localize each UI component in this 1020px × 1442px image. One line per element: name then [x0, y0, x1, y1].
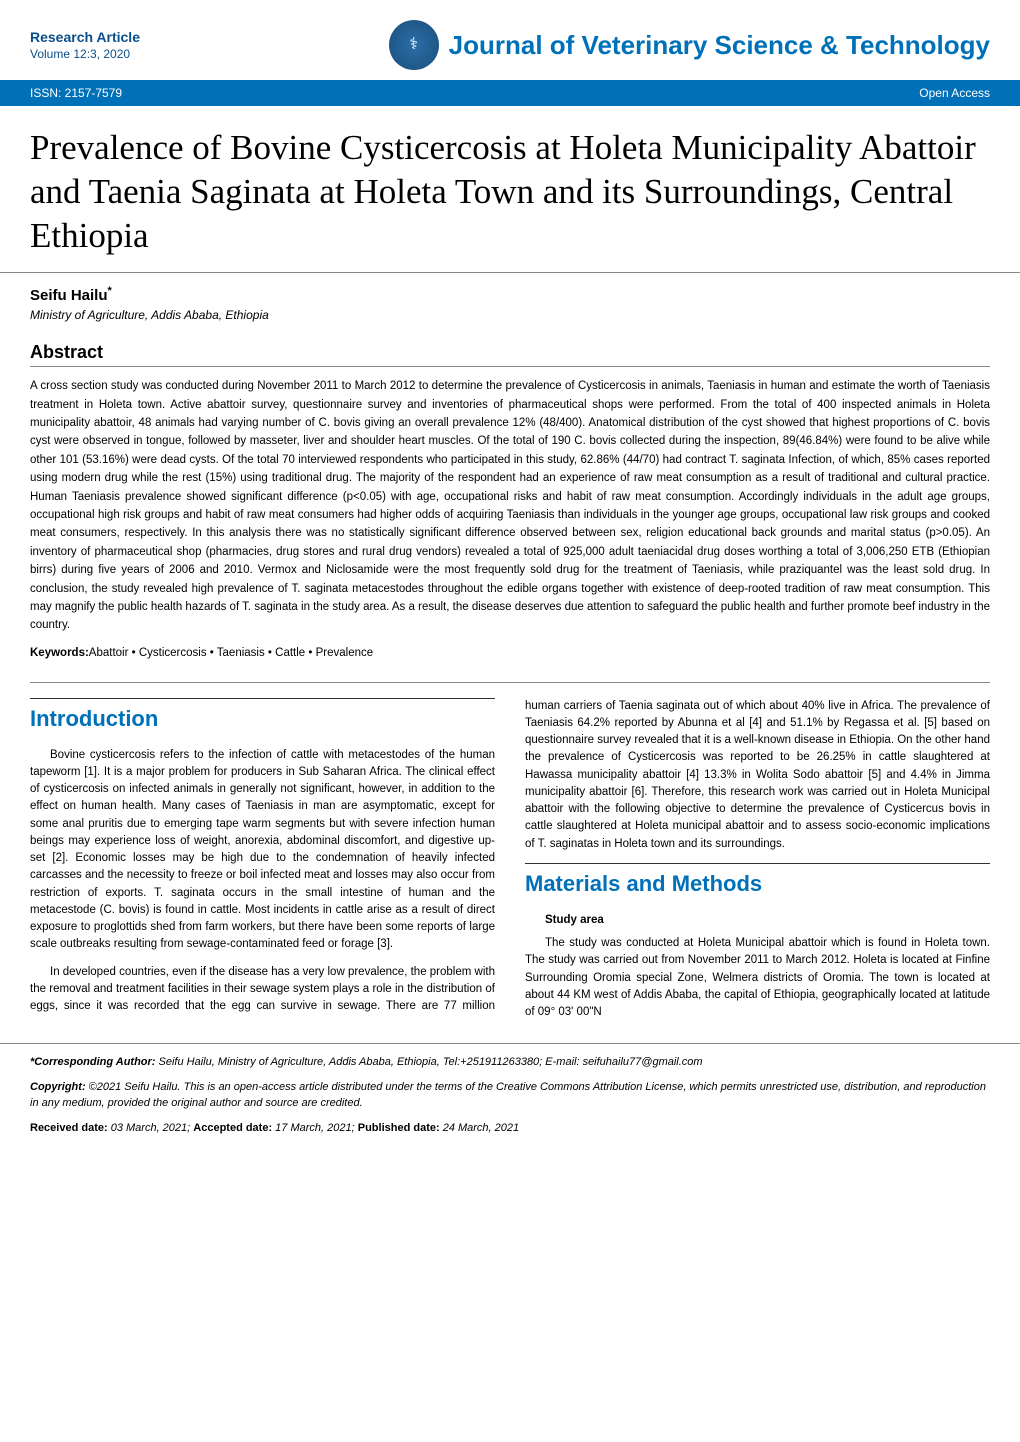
keywords-label: Keywords: [30, 647, 89, 659]
published-label: Published date: [358, 1122, 440, 1134]
journal-name: Journal of Veterinary Science & Technolo… [449, 30, 990, 61]
accepted-text: 17 March, 2021; [272, 1122, 358, 1134]
received-label: Received date: [30, 1122, 108, 1134]
copyright: Copyright: ©2021 Seifu Hailu. This is an… [30, 1079, 990, 1112]
open-access-label: Open Access [919, 86, 990, 100]
methods-heading: Materials and Methods [525, 863, 990, 900]
abstract-heading: Abstract [30, 342, 990, 367]
author-name: Seifu Hailu* [30, 285, 990, 304]
methods-paragraph-1: The study was conducted at Holeta Munici… [525, 935, 990, 1021]
study-area-heading: Study area [545, 912, 990, 929]
accepted-label: Accepted date: [193, 1122, 272, 1134]
article-type: Research Article [30, 29, 140, 45]
logo-wrap: ⚕ Journal of Veterinary Science & Techno… [389, 20, 990, 70]
title-section: Prevalence of Bovine Cysticercosis at Ho… [0, 106, 1020, 273]
header-left: Research Article Volume 12:3, 2020 [30, 29, 140, 61]
copyright-text: ©2021 Seifu Hailu. This is an open-acces… [30, 1081, 986, 1110]
dates-line: Received date: 03 March, 2021; Accepted … [30, 1120, 990, 1137]
copyright-label: Copyright: [30, 1081, 86, 1093]
keywords-text: Abattoir • Cysticercosis • Taeniasis • C… [89, 647, 373, 659]
volume-info: Volume 12:3, 2020 [30, 47, 140, 61]
abstract-text: A cross section study was conducted duri… [30, 377, 990, 634]
issn-text: ISSN: 2157-7579 [30, 86, 122, 100]
intro-paragraph-1: Bovine cysticercosis refers to the infec… [30, 747, 495, 954]
intro-heading: Introduction [30, 698, 495, 735]
article-title: Prevalence of Bovine Cysticercosis at Ho… [30, 126, 990, 257]
received-text: 03 March, 2021; [108, 1122, 194, 1134]
content-columns: Introduction Bovine cysticercosis refers… [0, 683, 1020, 1044]
keywords-line: Keywords:Abattoir • Cysticercosis • Taen… [30, 647, 990, 659]
author-sup: * [108, 285, 112, 297]
footer: *Corresponding Author: Seifu Hailu, Mini… [0, 1043, 1020, 1164]
author-name-text: Seifu Hailu [30, 287, 108, 304]
journal-logo-icon: ⚕ [389, 20, 439, 70]
corr-text: Seifu Hailu, Ministry of Agriculture, Ad… [155, 1056, 702, 1068]
author-affiliation: Ministry of Agriculture, Addis Ababa, Et… [30, 308, 990, 322]
corr-label: *Corresponding Author: [30, 1056, 155, 1068]
corresponding-author: *Corresponding Author: Seifu Hailu, Mini… [30, 1054, 990, 1071]
author-section: Seifu Hailu* Ministry of Agriculture, Ad… [0, 273, 1020, 327]
header: Research Article Volume 12:3, 2020 ⚕ Jou… [0, 0, 1020, 80]
issn-bar: ISSN: 2157-7579 Open Access [0, 80, 1020, 106]
logo-glyph: ⚕ [409, 37, 418, 53]
abstract-section: Abstract A cross section study was condu… [0, 327, 1020, 673]
published-text: 24 March, 2021 [440, 1122, 520, 1134]
